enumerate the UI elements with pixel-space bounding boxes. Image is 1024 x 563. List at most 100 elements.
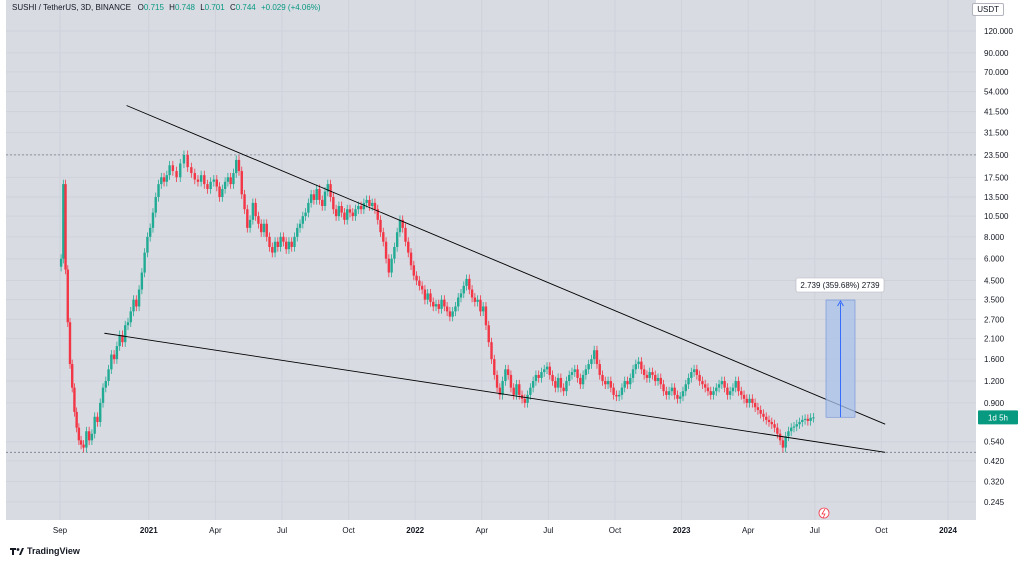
y-tick-label: 0.245	[984, 498, 1005, 507]
price-range-label: 2.739 (359.68%) 2739	[800, 281, 880, 290]
brand-name[interactable]: TradingView	[27, 546, 80, 556]
event-marker-icon[interactable]	[818, 507, 830, 519]
candle-body	[445, 306, 449, 312]
x-tick-label: Oct	[609, 526, 622, 535]
symbol-title[interactable]: SUSHI / TetherUS, 3D, BINANCE	[12, 3, 131, 12]
candle-body	[476, 299, 479, 302]
candle-body	[687, 377, 690, 385]
candle-body	[165, 175, 169, 182]
currency-badge[interactable]: USDT	[972, 3, 1004, 16]
candle-body	[332, 197, 335, 210]
candle-body	[604, 381, 607, 385]
candle-body	[506, 369, 510, 375]
candle-body	[545, 366, 549, 370]
y-tick-label: 41.500	[984, 108, 1009, 117]
candle-body	[82, 444, 85, 448]
price-range-arrowhead	[837, 300, 844, 307]
x-tick-label: Jul	[810, 526, 820, 535]
candle-body	[679, 396, 682, 399]
candle-body	[215, 179, 218, 187]
candle-body	[175, 171, 178, 178]
candle-body	[107, 369, 110, 382]
candle-body	[96, 416, 99, 423]
tradingview-logo-icon	[10, 547, 24, 555]
candle-body	[384, 241, 388, 259]
candle-body	[71, 364, 74, 388]
candle-body	[223, 181, 227, 190]
candle-body	[315, 189, 318, 200]
candle-body	[565, 381, 568, 392]
candle-body	[226, 177, 230, 182]
candle-body	[587, 364, 590, 370]
candle-body	[465, 278, 468, 286]
candle-body	[293, 236, 296, 247]
candle-body	[695, 369, 699, 375]
candle-body	[212, 179, 216, 182]
candle-body	[148, 227, 152, 237]
candle-body	[667, 391, 671, 395]
candle-body	[765, 416, 768, 420]
candle-body	[734, 381, 737, 388]
candle-body	[307, 202, 310, 213]
y-tick-label: 4.500	[984, 277, 1005, 286]
candle-body	[398, 219, 402, 233]
candle-body	[440, 299, 443, 309]
candle-body	[631, 369, 635, 378]
candle-body	[751, 398, 754, 403]
candle-body	[612, 387, 615, 395]
candle-body	[199, 175, 203, 182]
candle-body	[146, 236, 149, 253]
y-tick-label: 8.000	[984, 233, 1005, 242]
candle-body	[742, 394, 746, 399]
candle-body	[559, 377, 563, 388]
candle-body	[773, 424, 776, 428]
candle-body	[365, 199, 368, 203]
lower-trendline[interactable]	[104, 332, 886, 453]
candle-body	[568, 374, 571, 382]
candle-body	[115, 346, 119, 360]
candle-body	[112, 354, 116, 360]
candle-body	[443, 299, 446, 307]
candle-body	[715, 387, 718, 392]
candle-body	[803, 418, 807, 420]
y-tick-label: 23.500	[984, 151, 1009, 160]
candle-body	[712, 391, 715, 395]
candle-body	[221, 189, 224, 198]
candle-body	[581, 374, 585, 385]
candle-body	[515, 384, 518, 395]
candle-body	[254, 202, 257, 217]
candle-body	[287, 241, 291, 250]
high-label: H	[169, 3, 175, 12]
candle-body	[454, 306, 457, 312]
candle-body	[99, 402, 102, 423]
candle-body	[642, 369, 646, 375]
candle-body	[209, 181, 212, 190]
candle-body	[637, 361, 640, 365]
candle-body	[101, 387, 105, 403]
y-tick-label: 1.200	[984, 377, 1005, 386]
candle-body	[629, 377, 632, 385]
last-price-tag[interactable]	[978, 410, 1018, 425]
candle-body	[235, 159, 238, 174]
candle-body	[681, 391, 685, 397]
footer: TradingView	[10, 546, 80, 556]
candle-body	[368, 199, 371, 206]
candle-body	[298, 223, 302, 228]
x-tick-label: Apr	[209, 526, 222, 535]
candle-body	[776, 427, 779, 434]
candle-body	[762, 413, 765, 417]
candle-body	[556, 377, 560, 388]
candle-body	[692, 369, 696, 373]
change-value: +0.029 (+4.06%)	[260, 3, 321, 12]
candle-body	[323, 191, 327, 206]
candle-body	[382, 232, 385, 242]
candle-body	[740, 391, 743, 395]
candle-body	[104, 381, 107, 388]
candle-body	[79, 440, 83, 445]
candle-body	[703, 384, 707, 388]
candle-body	[326, 184, 329, 192]
x-tick-label: 2021	[140, 526, 158, 535]
candle-body	[595, 350, 599, 365]
upper-trendline[interactable]	[126, 105, 886, 425]
